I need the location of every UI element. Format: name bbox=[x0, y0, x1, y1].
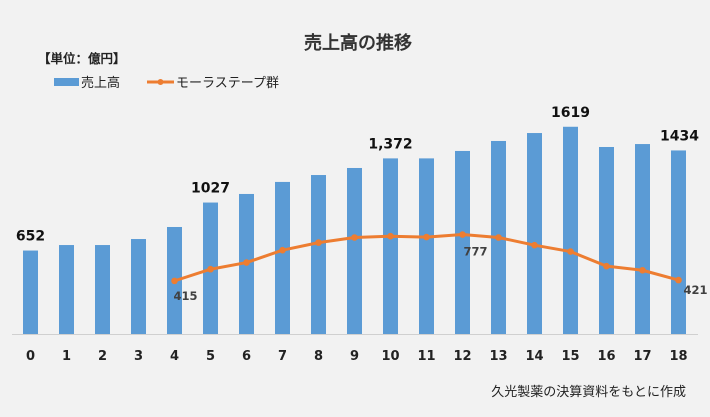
x-tick-label: 1 bbox=[62, 349, 71, 364]
line-point-10 bbox=[387, 232, 394, 240]
source-note: 久光製薬の決算資料をもとに作成 bbox=[491, 385, 686, 400]
x-tick-label: 4 bbox=[170, 349, 179, 364]
bar-data-label: 1027 bbox=[191, 181, 230, 197]
x-tick-label: 5 bbox=[206, 349, 215, 364]
bar-data-label: 1619 bbox=[551, 105, 590, 121]
x-tick-label: 12 bbox=[453, 349, 471, 364]
line-data-label: 421 bbox=[684, 283, 708, 297]
legend-label-bar: 売上高 bbox=[81, 75, 120, 91]
bar-3 bbox=[131, 239, 146, 334]
x-ticks: 0 1 2 3 4 5 6 7 8 9 10 11 12 13 14 15 16 17 18 bbox=[26, 349, 688, 364]
line-point-13 bbox=[495, 234, 502, 241]
x-tick-label: 10 bbox=[381, 349, 399, 364]
line-series bbox=[171, 231, 682, 285]
bar-7 bbox=[275, 181, 290, 334]
data-labels: 652 1027 1,372 1619 1434 415 777 421 bbox=[16, 105, 708, 303]
bar-10 bbox=[383, 158, 398, 334]
x-tick-label: 6 bbox=[242, 349, 251, 364]
chart-title: 売上高の推移 bbox=[304, 32, 412, 54]
legend-swatch-marker bbox=[157, 79, 164, 85]
bar-9 bbox=[347, 167, 362, 334]
bar-8 bbox=[311, 175, 326, 334]
bar-data-label: 1434 bbox=[660, 128, 699, 144]
legend-swatch-bar bbox=[54, 78, 79, 86]
line-point-6 bbox=[243, 259, 250, 266]
x-tick-label: 18 bbox=[669, 349, 687, 364]
line-point-4 bbox=[171, 277, 178, 285]
x-tick-label: 0 bbox=[26, 349, 35, 364]
bar-data-label: 1,372 bbox=[368, 136, 412, 152]
bar-16 bbox=[599, 146, 614, 334]
bar-12 bbox=[455, 150, 470, 334]
line-point-12 bbox=[459, 231, 466, 238]
bar-18 bbox=[671, 150, 686, 334]
x-tick-label: 17 bbox=[633, 349, 651, 364]
bar-14 bbox=[527, 133, 542, 334]
line-point-5 bbox=[207, 265, 214, 273]
line-point-18 bbox=[675, 276, 682, 284]
legend: 売上高 モーラステープ群 bbox=[54, 75, 279, 91]
bar-15 bbox=[563, 126, 578, 334]
x-tick-label: 16 bbox=[597, 349, 615, 364]
line-point-14 bbox=[531, 241, 538, 249]
line-point-9 bbox=[351, 234, 358, 241]
x-tick-label: 7 bbox=[278, 349, 287, 364]
x-tick-label: 8 bbox=[314, 349, 323, 364]
x-tick-label: 9 bbox=[350, 349, 359, 364]
x-tick-label: 14 bbox=[525, 349, 543, 364]
line-point-17 bbox=[639, 266, 646, 274]
line-point-16 bbox=[603, 262, 610, 270]
bar-0 bbox=[23, 250, 38, 334]
line-point-8 bbox=[315, 239, 322, 246]
bar-data-label: 652 bbox=[16, 229, 45, 245]
bar-11 bbox=[419, 158, 434, 334]
x-tick-label: 2 bbox=[98, 349, 107, 364]
unit-label: 【単位：億円】 bbox=[38, 51, 126, 66]
line-data-label: 777 bbox=[464, 245, 488, 259]
line-point-15 bbox=[567, 248, 574, 255]
line-point-7 bbox=[279, 246, 286, 254]
legend-label-line: モーラステープ群 bbox=[176, 76, 279, 91]
bar-17 bbox=[635, 144, 650, 334]
bar-1 bbox=[59, 245, 74, 334]
x-tick-label: 3 bbox=[134, 349, 143, 364]
line-data-label: 415 bbox=[174, 289, 198, 303]
x-tick-label: 13 bbox=[489, 349, 507, 364]
line-point-11 bbox=[423, 233, 430, 241]
bar-2 bbox=[95, 245, 110, 334]
x-tick-label: 15 bbox=[561, 349, 579, 364]
x-tick-label: 11 bbox=[417, 349, 435, 364]
bars bbox=[23, 126, 686, 334]
